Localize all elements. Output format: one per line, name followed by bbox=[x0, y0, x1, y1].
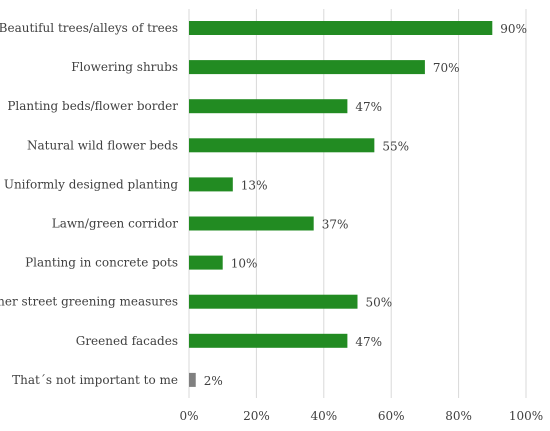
value-label: 55% bbox=[382, 139, 409, 153]
bar bbox=[189, 138, 375, 153]
bars bbox=[189, 21, 493, 387]
x-tick-label: 80% bbox=[445, 409, 472, 423]
bar bbox=[189, 99, 348, 114]
category-label: Lawn/green corridor bbox=[52, 217, 178, 231]
category-label: Uniformly designed planting bbox=[4, 177, 178, 191]
category-label: Natural wild flower beds bbox=[27, 138, 178, 152]
value-label: 90% bbox=[500, 22, 527, 36]
bar bbox=[189, 372, 196, 387]
bar bbox=[189, 60, 425, 75]
value-label: 70% bbox=[433, 61, 460, 75]
value-label: 50% bbox=[366, 296, 393, 310]
x-axis-tick-labels: 0% 20% 40% 60% 80% 100% bbox=[179, 409, 543, 423]
x-tick-label: 0% bbox=[179, 409, 198, 423]
bar bbox=[189, 177, 233, 192]
value-label: 2% bbox=[204, 374, 223, 388]
category-label: Other street greening measures bbox=[0, 295, 178, 309]
value-labels: 90% 70% 47% 55% 13% 37% 10% 50% 47% 2% bbox=[204, 22, 527, 388]
x-tick-label: 20% bbox=[243, 409, 270, 423]
category-label: Flowering shrubs bbox=[71, 60, 178, 74]
category-label: Beautiful trees/alleys of trees bbox=[0, 21, 178, 35]
bar bbox=[189, 255, 223, 270]
x-tick-label: 40% bbox=[310, 409, 337, 423]
category-label: That´s not important to me bbox=[12, 373, 178, 387]
category-label: Planting beds/flower border bbox=[7, 99, 178, 113]
x-tick-label: 60% bbox=[378, 409, 405, 423]
bar bbox=[189, 216, 314, 231]
category-label: Planting in concrete pots bbox=[25, 256, 178, 270]
bar bbox=[189, 333, 348, 348]
value-label: 47% bbox=[355, 100, 382, 114]
x-tick-label: 100% bbox=[509, 409, 543, 423]
bar bbox=[189, 21, 493, 35]
value-label: 37% bbox=[322, 218, 349, 232]
category-labels: Beautiful trees/alleys of trees Flowering… bbox=[0, 21, 178, 387]
value-label: 13% bbox=[241, 178, 268, 192]
bar bbox=[189, 294, 358, 309]
value-label: 10% bbox=[231, 257, 258, 271]
value-label: 47% bbox=[355, 335, 382, 349]
category-label: Greened facades bbox=[76, 334, 178, 348]
